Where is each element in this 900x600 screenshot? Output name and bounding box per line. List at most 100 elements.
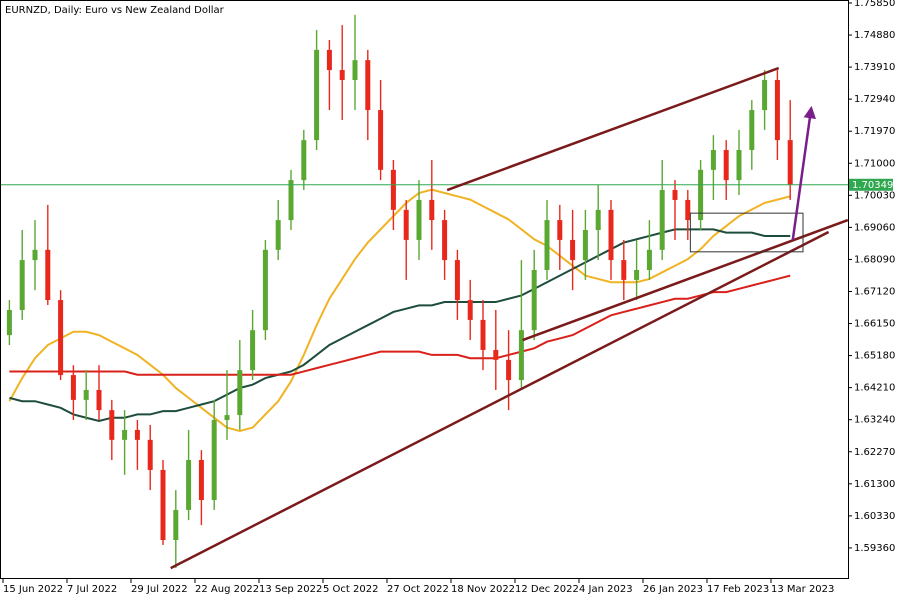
x-tick-label: 27 Oct 2022 — [387, 584, 449, 595]
y-tick-label: 1.71970 — [854, 126, 895, 137]
candle-body — [326, 49, 332, 71]
y-tick-label: 1.68090 — [854, 254, 895, 265]
moving-average — [8, 188, 791, 432]
trendline — [170, 230, 830, 570]
chart-title: EURNZD, Daily: Euro vs New Zealand Dolla… — [5, 5, 225, 16]
candle-body — [595, 209, 601, 231]
y-tick-label: 1.75850 — [854, 0, 895, 9]
x-tick-label: 17 Feb 2023 — [707, 584, 769, 595]
candle-body — [518, 330, 524, 381]
candle-body — [58, 300, 64, 376]
candle-body — [698, 169, 704, 221]
x-tick-label: 13 Mar 2023 — [771, 584, 834, 595]
x-tick-label: 5 Oct 2022 — [323, 584, 378, 595]
candle-body — [646, 249, 652, 270]
candle-body — [6, 309, 12, 336]
candle-body — [134, 429, 140, 440]
candle-body — [685, 199, 691, 221]
candle-body — [416, 199, 422, 240]
candle-body — [109, 410, 115, 440]
y-tick-label: 1.71000 — [854, 158, 895, 169]
candle-body — [442, 220, 448, 261]
plot-area — [1, 14, 848, 570]
candle-body — [710, 150, 716, 170]
candle-body — [19, 260, 25, 310]
y-tick-label: 1.61300 — [854, 479, 895, 490]
candle-body — [301, 140, 307, 181]
candle-body — [429, 199, 435, 221]
y-tick-label: 1.66150 — [854, 319, 895, 330]
candle-body — [173, 509, 179, 540]
x-tick-label: 12 Dec 2022 — [515, 584, 579, 595]
candle-body — [352, 60, 358, 80]
candle-body — [83, 389, 89, 400]
y-tick-label: 1.67120 — [854, 286, 895, 297]
current-price-box — [849, 178, 893, 191]
x-tick-label: 15 Jun 2022 — [3, 584, 63, 595]
candle-body — [378, 110, 384, 170]
candle-body — [544, 220, 550, 270]
candle-body — [237, 370, 243, 416]
candle-body — [582, 230, 588, 261]
candle-body — [774, 79, 780, 141]
x-tick-label: 7 Jul 2022 — [67, 584, 117, 595]
candle-body — [70, 375, 76, 400]
candle-body — [160, 469, 166, 540]
x-tick-label: 4 Jan 2023 — [579, 584, 633, 595]
current-price-label: 1.70349 — [852, 180, 893, 191]
candle-body — [198, 460, 204, 501]
y-tick-label: 1.73910 — [854, 62, 895, 73]
candle-body — [467, 300, 473, 320]
candle-body — [262, 249, 268, 331]
candle-body — [250, 330, 256, 371]
x-tick-label: 26 Jan 2023 — [643, 584, 703, 595]
y-tick-label: 1.72940 — [854, 94, 895, 105]
candle-body — [621, 260, 627, 280]
candle-body — [45, 249, 51, 301]
trendline — [522, 218, 848, 342]
candle-body — [365, 60, 371, 111]
candle-body — [531, 269, 537, 331]
y-tick-label: 1.63240 — [854, 415, 895, 426]
candle-body — [275, 220, 281, 250]
candle-body — [787, 140, 793, 185]
candle-body — [96, 389, 102, 411]
candle-body — [749, 110, 755, 151]
candle-body — [186, 460, 192, 510]
y-tick-label: 1.70030 — [854, 190, 895, 201]
y-tick-label: 1.69060 — [854, 222, 895, 233]
y-tick-label: 1.59360 — [854, 543, 895, 554]
highlight-box — [689, 212, 804, 253]
y-tick-label: 1.74880 — [854, 30, 895, 41]
arrow — [791, 105, 817, 241]
candle-body — [454, 260, 460, 301]
candle-body — [147, 439, 153, 470]
candle-body — [480, 319, 486, 350]
candle-body — [122, 429, 128, 440]
candle-body — [570, 239, 576, 261]
candle-body — [736, 150, 742, 181]
candle-body — [506, 359, 512, 381]
candle-body — [211, 420, 217, 501]
candle-body — [390, 169, 396, 210]
y-tick-label: 1.64210 — [854, 383, 895, 394]
candle-body — [608, 209, 614, 261]
candle-body — [557, 220, 563, 240]
candle-body — [288, 180, 294, 221]
candle-body — [339, 70, 345, 80]
candle-body — [32, 249, 38, 261]
candle-body — [723, 150, 729, 181]
plot-frame — [0, 0, 849, 579]
candle-body — [762, 79, 768, 111]
candle-body — [672, 190, 678, 200]
candle-body — [314, 49, 320, 141]
x-tick-label: 29 Jul 2022 — [131, 584, 188, 595]
y-tick-label: 1.62270 — [854, 447, 895, 458]
candle-body — [403, 209, 409, 240]
candle-body — [493, 349, 499, 360]
y-tick-label: 1.60330 — [854, 511, 895, 522]
y-tick-label: 1.65180 — [854, 351, 895, 362]
moving-average — [9, 274, 791, 376]
